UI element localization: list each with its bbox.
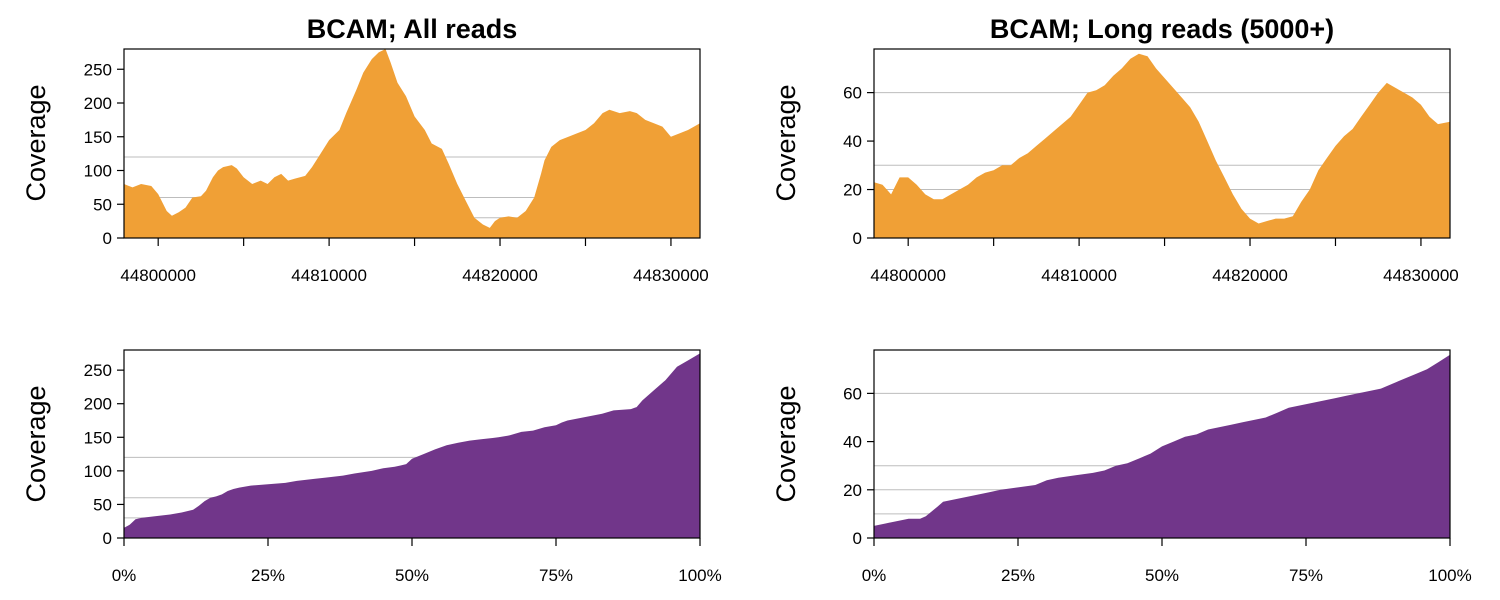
- y-axis-label: Coverage: [771, 385, 801, 502]
- x-tick-label: 100%: [678, 566, 721, 585]
- y-tick-label: 40: [843, 433, 862, 452]
- y-tick-label: 150: [84, 428, 112, 447]
- x-tick-label: 44820000: [1212, 266, 1288, 285]
- coverage-area: [124, 353, 700, 538]
- y-axis-label: Coverage: [771, 84, 801, 201]
- x-tick-label: 25%: [1001, 566, 1035, 585]
- y-tick-label: 150: [84, 128, 112, 147]
- x-tick-label: 50%: [1145, 566, 1179, 585]
- x-tick-label: 100%: [1428, 566, 1471, 585]
- coverage-area: [874, 53, 1450, 238]
- y-tick-label: 0: [103, 229, 112, 248]
- y-tick-label: 0: [853, 529, 862, 548]
- chart-title: BCAM; Long reads (5000+): [990, 14, 1334, 44]
- x-tick-label: 44830000: [633, 266, 709, 285]
- y-tick-label: 0: [103, 529, 112, 548]
- plot-frame: [123, 48, 701, 239]
- y-tick-label: 60: [843, 384, 862, 403]
- x-tick-label: 44830000: [1383, 266, 1459, 285]
- y-tick-label: 40: [843, 132, 862, 151]
- y-tick-label: 250: [84, 361, 112, 380]
- y-axis-label: Coverage: [21, 385, 51, 502]
- y-tick-label: 50: [93, 195, 112, 214]
- x-tick-label: 0%: [862, 566, 887, 585]
- y-tick-label: 0: [853, 229, 862, 248]
- y-tick-label: 50: [93, 495, 112, 514]
- x-tick-label: 50%: [395, 566, 429, 585]
- x-tick-label: 44800000: [870, 266, 946, 285]
- y-tick-label: 100: [84, 162, 112, 181]
- x-tick-label: 0%: [112, 566, 137, 585]
- coverage-area: [874, 354, 1450, 538]
- y-tick-label: 60: [843, 84, 862, 103]
- x-tick-label: 44800000: [120, 266, 196, 285]
- y-tick-label: 100: [84, 462, 112, 481]
- chart-title: BCAM; All reads: [307, 14, 518, 44]
- coverage-all-reads-panel: BCAM; All reads Coverage 0 50 100 150 200 250…: [21, 14, 709, 285]
- plot-frame: [873, 48, 1451, 239]
- y-tick-label: 250: [84, 60, 112, 79]
- x-tick-label: 44820000: [462, 266, 538, 285]
- x-tick-label: 75%: [1289, 566, 1323, 585]
- coverage-area: [124, 49, 700, 238]
- y-tick-label: 20: [843, 181, 862, 200]
- x-tick-label: 44810000: [291, 266, 367, 285]
- coverage-long-reads-panel: BCAM; Long reads (5000+) Coverage 0 20 40 6…: [771, 14, 1459, 285]
- x-tick-label: 25%: [251, 566, 285, 585]
- x-tick-label: 75%: [539, 566, 573, 585]
- x-tick-label: 44810000: [1041, 266, 1117, 285]
- y-tick-label: 200: [84, 94, 112, 113]
- sorted-coverage-all-reads-panel: Coverage 0 50 100 150 200 250 0% 25% 50% 75% 100%: [21, 349, 722, 585]
- sorted-coverage-long-reads-panel: Coverage 0 20 40 60 0% 25% 50% 75% 100%: [771, 349, 1472, 585]
- y-tick-label: 200: [84, 395, 112, 414]
- y-tick-label: 20: [843, 481, 862, 500]
- y-axis-label: Coverage: [21, 84, 51, 201]
